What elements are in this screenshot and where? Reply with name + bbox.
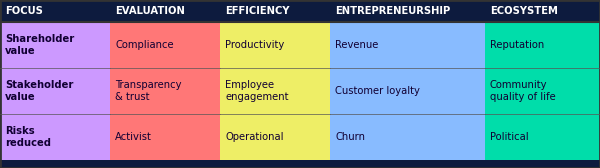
Bar: [330, 0, 485, 22]
Bar: [330, 114, 485, 160]
Bar: [485, 114, 600, 160]
Bar: [0, 114, 110, 160]
Text: EVALUATION: EVALUATION: [115, 6, 185, 16]
Text: Productivity: Productivity: [225, 40, 284, 50]
Bar: [220, 0, 330, 22]
Text: Employee
engagement: Employee engagement: [225, 80, 289, 102]
Text: FOCUS: FOCUS: [5, 6, 43, 16]
Text: Stakeholder
value: Stakeholder value: [5, 80, 73, 102]
Bar: [0, 22, 110, 68]
Text: ECOSYSTEM: ECOSYSTEM: [490, 6, 558, 16]
Text: Revenue: Revenue: [335, 40, 379, 50]
Text: Churn: Churn: [335, 132, 365, 142]
Bar: [485, 22, 600, 68]
Bar: [110, 22, 220, 68]
Text: Reputation: Reputation: [490, 40, 544, 50]
Bar: [220, 22, 330, 68]
Bar: [0, 0, 110, 22]
Text: Compliance: Compliance: [115, 40, 173, 50]
Text: Transparency
& trust: Transparency & trust: [115, 80, 182, 102]
Bar: [110, 0, 220, 22]
Text: Risks
reduced: Risks reduced: [5, 126, 51, 148]
Text: Activist: Activist: [115, 132, 152, 142]
Bar: [110, 68, 220, 114]
Text: Customer loyalty: Customer loyalty: [335, 86, 420, 96]
Text: Operational: Operational: [225, 132, 284, 142]
Text: EFFICIENCY: EFFICIENCY: [225, 6, 290, 16]
Bar: [330, 22, 485, 68]
Text: Shareholder
value: Shareholder value: [5, 34, 74, 56]
Bar: [0, 68, 110, 114]
Bar: [330, 68, 485, 114]
Bar: [220, 68, 330, 114]
Bar: [485, 0, 600, 22]
Text: Community
quality of life: Community quality of life: [490, 80, 556, 102]
Text: ENTREPRENEURSHIP: ENTREPRENEURSHIP: [335, 6, 450, 16]
Text: Political: Political: [490, 132, 529, 142]
Bar: [220, 114, 330, 160]
Bar: [110, 114, 220, 160]
Bar: [485, 68, 600, 114]
